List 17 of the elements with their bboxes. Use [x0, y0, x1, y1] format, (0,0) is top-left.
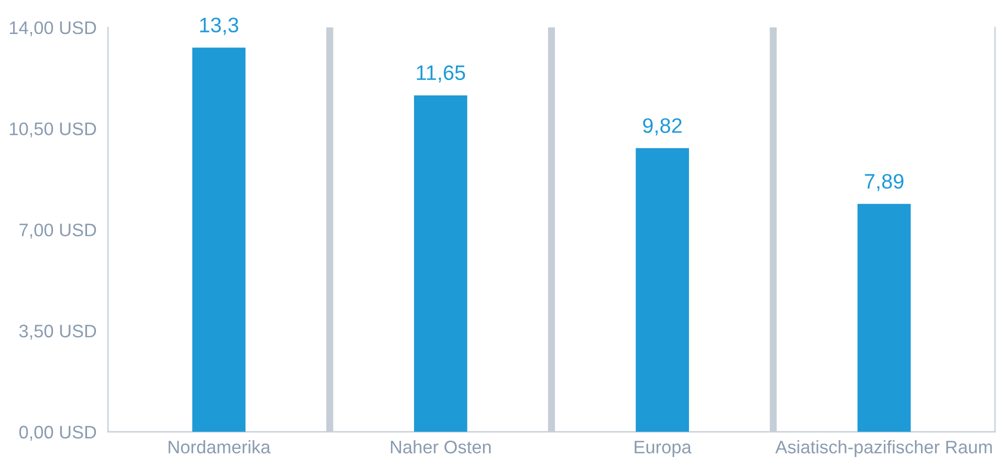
bar	[414, 95, 468, 432]
bar	[192, 48, 246, 432]
x-tick-label: Nordamerika	[168, 440, 271, 454]
data-label: 9,82	[643, 118, 682, 136]
bar	[858, 204, 911, 432]
data-label: 13,3	[200, 18, 238, 35]
y-tick-label: 7,00 USD	[20, 224, 96, 238]
y-tick-label: 0,00 USD	[19, 426, 96, 441]
x-tick-label: Naher Osten	[390, 440, 491, 454]
bar	[636, 148, 689, 432]
y-tick-label: 10,50 USD	[10, 122, 96, 138]
x-tick-label: Asiatisch-pazifischer Raum	[775, 440, 992, 458]
y-tick-label: 14,00 USD	[10, 21, 96, 36]
y-tick-label: 3,50 USD	[19, 324, 96, 340]
x-tick-label: Europa	[634, 440, 692, 458]
data-label: 7,89	[864, 174, 904, 192]
data-label: 11,65	[416, 65, 466, 83]
